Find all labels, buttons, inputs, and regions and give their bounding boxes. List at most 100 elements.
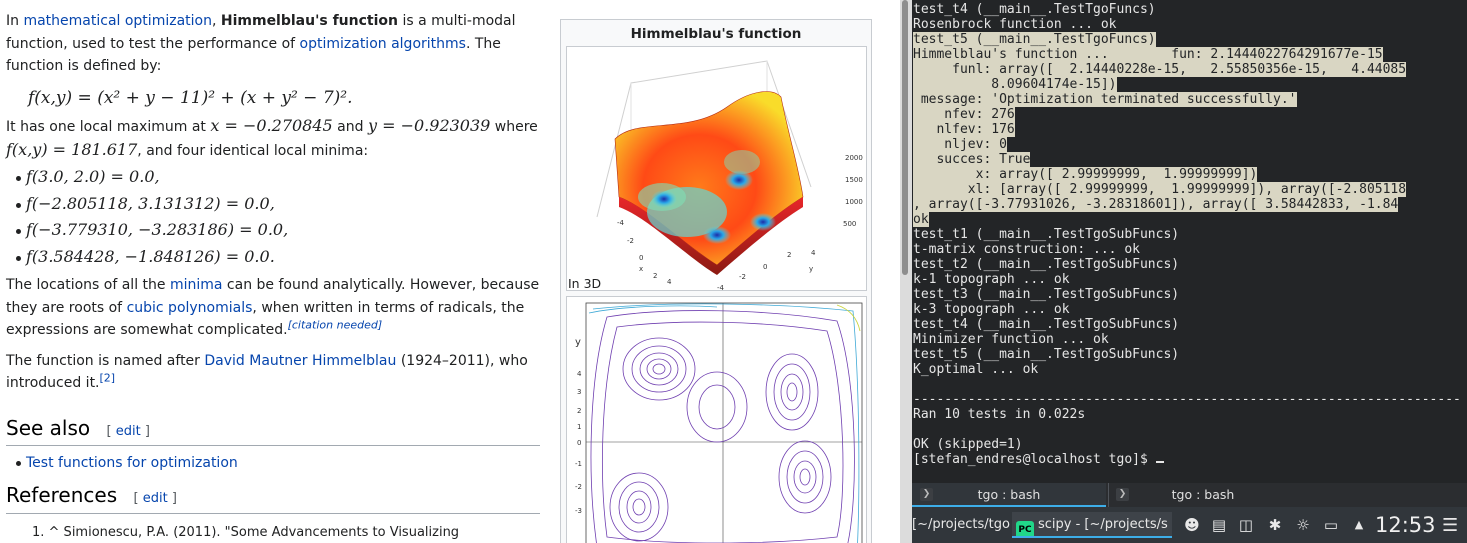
edit-label[interactable]: edit (115, 423, 141, 439)
bluetooth-icon[interactable]: ✱ (1268, 516, 1282, 534)
usb-device-icon[interactable]: ◫ (1238, 516, 1254, 534)
clipboard-icon[interactable]: ▤ (1211, 516, 1227, 534)
hamburger-menu-icon[interactable]: ☰ (1442, 515, 1459, 536)
terminal-line: , array([-3.77931026, -3.28318601]), arr… (913, 197, 1467, 212)
heading-text: See also (6, 415, 91, 440)
term-himmelblau: Himmelblau's function (220, 13, 398, 29)
terminal-tab-2[interactable]: ❯ tgo : bash (1108, 483, 1298, 507)
list-item: f(−3.779310, −3.283186) = 0.0, (16, 217, 541, 244)
edit-label[interactable]: edit (142, 491, 168, 506)
surface-plot-3d-image[interactable]: 2000 1500 1000 500 -4 -2 0 2 4 x -4 -2 0… (566, 46, 867, 292)
terminal-line: Ran 10 tests in 0.022s (913, 407, 1467, 422)
link-david-himmelblau[interactable]: David Mautner Himmelblau (204, 352, 397, 369)
terminal-line-text: Ran 10 tests in 0.022s (913, 407, 1086, 422)
network-icon[interactable]: ☼ (1296, 516, 1310, 534)
edit-section-link[interactable]: [ edit ] (134, 491, 177, 506)
citation-needed-link[interactable]: [citation needed] (287, 318, 383, 332)
references-heading: References [ edit ] (6, 484, 540, 514)
text: is a multi-modal function, used to test … (6, 13, 516, 52)
terminal-line-text: message: 'Optimization terminated succes… (913, 92, 1297, 107)
surface-valley (724, 150, 760, 174)
terminal-line-text: K_optimal ... ok (913, 362, 1039, 377)
x-tick: -4 (617, 219, 625, 227)
link-optimization-algorithms[interactable]: optimization algorithms (299, 35, 466, 52)
terminal-line: nfev: 276 (913, 107, 1467, 122)
tray-expand-icon[interactable]: ▲ (1354, 518, 1364, 531)
reference-2-link[interactable]: [2] (99, 371, 116, 385)
max-f: f(x,y) = 181.617 (6, 139, 138, 159)
infobox: Himmelblau's function (560, 19, 872, 543)
display-icon[interactable]: ▭ (1323, 516, 1339, 534)
terminal-line: funl: array([ 2.14440228e-15, 2.55850356… (913, 62, 1467, 77)
terminal-line-text: x: array([ 2.99999999, 1.99999999]) (913, 167, 1258, 182)
terminal-line-text: k-1 topograph ... ok (913, 272, 1070, 287)
terminal-line: message: 'Optimization terminated succes… (913, 92, 1467, 107)
x-tick: 2 (653, 272, 657, 280)
terminal-line-text: k-3 topograph ... ok (913, 302, 1070, 317)
terminal-tab-1[interactable]: ❯ tgo : bash (912, 483, 1106, 507)
link-minima[interactable]: minima (169, 277, 223, 293)
y-tick: 4 (811, 249, 816, 257)
contour-plot-image[interactable]: y 4 3 2 1 0 -1 -2 -3 (566, 296, 867, 543)
taskbar: [~/projects/tgo PC scipy - [~/projects/s … (912, 507, 1467, 543)
edit-section-link[interactable]: [ edit ] (107, 424, 150, 439)
y-tick: -1 (575, 460, 582, 468)
link-test-functions[interactable]: Test functions for optimization (26, 455, 238, 471)
intro-paragraph: In mathematical optimization, Himmelblau… (6, 10, 541, 78)
y-tick: 2 (577, 407, 581, 415)
see-also-list: Test functions for optimization (6, 452, 541, 474)
link-mathematical-optimization[interactable]: mathematical optimization (23, 13, 212, 29)
text: and (332, 119, 368, 135)
reference-item: 1. ^ Simionescu, P.A. (2011). "Some Adva… (32, 524, 460, 540)
link-cubic-polynomials[interactable]: cubic polynomials (126, 299, 253, 316)
infobox-title: Himmelblau's function (630, 26, 802, 42)
terminal-line-text: nlfev: 176 (913, 122, 1015, 137)
user-switch-icon[interactable]: ☻ (1184, 516, 1200, 534)
terminal-line-text: test_t5 (__main__.TestTgoSubFuncs) (913, 347, 1180, 362)
tab-separator (1108, 483, 1109, 507)
axis-frame (596, 60, 812, 218)
terminal-window[interactable]: test_t4 (__main__.TestTgoFuncs) Rosenbroc… (912, 0, 1467, 483)
terminal-line: test_t4 (__main__.TestTgoSubFuncs) (913, 317, 1467, 332)
terminal-line: nlfev: 176 (913, 122, 1467, 137)
citation-needed[interactable]: [citation needed] (288, 318, 383, 331)
taskbar-item-terminal[interactable]: [~/projects/tgo (912, 512, 1010, 538)
clock[interactable]: 12:53 (1375, 513, 1436, 537)
terminal-line: succes: True (913, 152, 1467, 167)
terminal-output[interactable]: test_t4 (__main__.TestTgoFuncs) Rosenbroc… (912, 2, 1467, 467)
tab-label: tgo : bash (977, 487, 1041, 502)
minimum-marker (750, 213, 776, 231)
terminal-line: K_optimal ... ok (913, 362, 1467, 377)
y-tick: -3 (575, 507, 582, 515)
terminal-line (913, 422, 1467, 437)
see-also-heading: See also [ edit ] (6, 415, 540, 446)
terminal-line-text: ----------------------------------------… (913, 392, 1461, 407)
terminal-line-text: xl: [array([ 2.99999999, 1.99999999]), a… (913, 182, 1407, 197)
text: where (490, 119, 538, 135)
y-tick: 1 (577, 423, 581, 431)
tab-menu-icon[interactable]: ❯ (1116, 488, 1129, 501)
max-x: x = −0.270845 (210, 116, 333, 135)
terminal-line: Minimizer function ... ok (913, 332, 1467, 347)
terminal-line: test_t4 (__main__.TestTgoFuncs) (913, 2, 1467, 17)
terminal-cursor (1155, 461, 1164, 463)
scrollbar-thumb[interactable] (902, 0, 908, 275)
caption-3d: In 3D (568, 276, 602, 291)
terminal-line: [stefan_endres@localhost tgo]$ (913, 452, 1467, 467)
terminal-line-text: nfev: 276 (913, 107, 1015, 122)
terminal-line: ----------------------------------------… (913, 392, 1467, 407)
z-tick: 500 (843, 220, 856, 228)
task-label: [~/projects/tgo (912, 517, 1010, 532)
bracket: [ (106, 423, 116, 439)
terminal-line: ok (913, 212, 1467, 227)
text: The function is named after (6, 352, 205, 369)
terminal-line: Rosenbrock function ... ok (913, 17, 1467, 32)
taskbar-item-pycharm[interactable]: PC scipy - [~/projects/s (1012, 512, 1172, 538)
task-label: scipy - [~/projects/s (1038, 517, 1168, 532)
page-scrollbar[interactable] (900, 0, 912, 543)
terminal-line: 8.09604174e-15]) (913, 77, 1467, 92)
y-tick: -2 (739, 273, 746, 281)
named-after-paragraph: The function is named after David Mautne… (6, 350, 541, 395)
tab-menu-icon[interactable]: ❯ (920, 488, 933, 501)
y-tick: 0 (577, 439, 581, 447)
